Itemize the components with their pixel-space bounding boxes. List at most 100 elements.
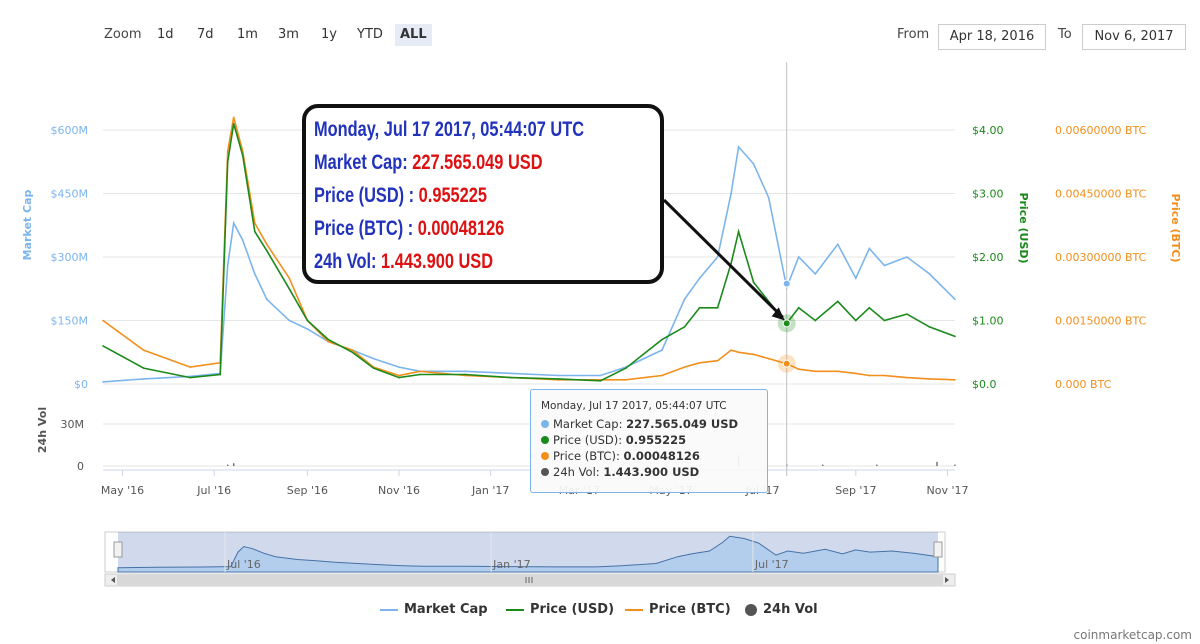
data-point-price-btc <box>327 340 330 343</box>
credit-link[interactable]: coinmarketcap.com <box>1073 628 1192 642</box>
data-point-market-cap <box>241 239 244 241</box>
circle-swatch-icon <box>745 603 757 616</box>
scrollbar-grip-icon <box>525 577 533 583</box>
data-point-market-cap <box>737 146 740 148</box>
navigator-left-handle[interactable] <box>113 541 123 558</box>
data-point-price-usd <box>737 230 740 233</box>
zoom-1m-button[interactable]: 1m <box>237 27 258 42</box>
zoom-3m-button[interactable]: 3m <box>278 27 299 42</box>
to-date-input[interactable]: Nov 6, 2017 <box>1082 24 1186 50</box>
data-point-price-usd <box>557 378 560 380</box>
volume-dot-icon <box>541 468 549 476</box>
callout-price-btc: Price (BTC) : 0.00048126 <box>314 217 504 241</box>
data-point-price-usd <box>797 307 800 309</box>
data-point-market-cap <box>510 372 513 375</box>
y-tick-label-price-usd: $1.00 <box>972 315 1004 328</box>
data-point-market-cap <box>142 378 145 380</box>
hover-marker-price-btc <box>782 359 791 368</box>
tooltip-date: Monday, Jul 17 2017, 05:44:07 UTC <box>541 400 727 412</box>
data-point-price-usd <box>102 345 104 347</box>
data-point-market-cap <box>464 370 466 373</box>
data-point-price-usd <box>928 326 931 328</box>
data-point-market-cap <box>599 374 602 377</box>
data-point-market-cap <box>716 256 719 258</box>
legend-item-price-usd[interactable]: Price (USD) <box>506 602 614 617</box>
zoom-ytd-button[interactable]: YTD <box>357 27 383 42</box>
scrollbar-thumb[interactable] <box>117 575 943 585</box>
data-point-market-cap <box>306 328 309 330</box>
callout-value: 0.955225 <box>418 184 488 207</box>
callout-value: 1.443.900 USD <box>381 250 494 273</box>
data-point-market-cap <box>883 264 886 267</box>
data-point-price-btc <box>883 374 886 377</box>
annotation-callout: Monday, Jul 17 2017, 05:44:07 UTC Market… <box>302 104 664 284</box>
data-point-market-cap <box>661 349 663 351</box>
x-tick-label: Sep '16 <box>287 484 328 497</box>
hover-marker-market-cap <box>782 279 791 288</box>
data-point-price-usd <box>836 300 839 303</box>
x-tick-label: Nov '16 <box>378 484 420 497</box>
data-point-price-usd <box>661 338 663 341</box>
callout-arrow <box>662 198 784 319</box>
navigator-right-handle[interactable] <box>933 541 943 558</box>
zoom-7d-button[interactable]: 7d <box>197 27 214 42</box>
zoom-all-button[interactable]: ALL <box>395 24 432 46</box>
data-point-market-cap <box>265 298 268 301</box>
callout-label: 24h Vol: <box>314 250 382 273</box>
data-point-market-cap <box>954 298 956 301</box>
y-axis-title-price-usd: Price (USD) <box>1017 192 1030 263</box>
y-tick-label-price-btc: 0.000 BTC <box>1055 378 1112 391</box>
y-tick-label-volume: 30M <box>61 418 85 431</box>
navigator-selection[interactable] <box>118 532 938 572</box>
legend-label: 24h Vol <box>763 602 818 617</box>
volume-bar <box>233 463 235 466</box>
data-point-price-btc <box>419 370 421 373</box>
tooltip-row-price-usd: Price (USD): 0.955225 <box>541 433 686 447</box>
data-point-price-btc <box>797 368 800 370</box>
data-point-market-cap <box>232 222 235 224</box>
zoom-1y-button[interactable]: 1y <box>321 27 337 42</box>
data-point-price-usd <box>752 281 755 284</box>
data-point-price-usd <box>219 373 222 376</box>
navigator-tick-label: Jan '17 <box>492 558 530 571</box>
y-tick-label-price-usd: $4.00 <box>972 124 1004 137</box>
data-point-price-usd <box>814 319 817 322</box>
tooltip-value: 0.955225 <box>625 433 687 447</box>
y-axis-title-market-cap: Market Cap <box>21 190 34 261</box>
tooltip-row-price-btc: Price (BTC): 0.00048126 <box>541 449 700 463</box>
data-point-market-cap <box>288 319 291 322</box>
data-point-price-usd <box>698 307 701 309</box>
data-point-price-usd <box>306 319 309 322</box>
y-tick-label-price-btc: 0.00150000 BTC <box>1055 315 1147 328</box>
legend-item-price-btc[interactable]: Price (BTC) <box>625 602 731 617</box>
arrow-head-icon <box>771 307 785 321</box>
zoom-1d-button[interactable]: 1d <box>157 27 174 42</box>
data-point-market-cap <box>102 381 104 383</box>
data-point-price-usd <box>142 367 145 369</box>
hover-tooltip: Monday, Jul 17 2017, 05:44:07 UTC Market… <box>530 389 768 493</box>
y-tick-label-market-cap: $600M <box>51 124 89 137</box>
legend-label: Price (USD) <box>530 602 615 617</box>
volume-bar <box>954 464 956 466</box>
data-point-price-btc <box>814 370 817 373</box>
data-point-price-usd <box>464 373 466 376</box>
data-point-price-btc <box>752 353 755 356</box>
scroll-right-arrow-icon[interactable] <box>945 577 949 583</box>
from-date-input[interactable]: Apr 18, 2016 <box>938 24 1046 50</box>
volume-bar <box>876 464 878 466</box>
data-point-price-usd <box>351 351 354 354</box>
data-point-market-cap <box>398 366 400 368</box>
data-point-market-cap <box>928 273 931 275</box>
data-point-price-usd <box>253 230 256 233</box>
y-tick-label-price-btc: 0.00450000 BTC <box>1055 188 1147 201</box>
data-point-market-cap <box>253 273 256 275</box>
data-point-price-usd <box>241 154 244 157</box>
scroll-left-arrow-icon[interactable] <box>111 577 115 583</box>
callout-label: Price (USD) : <box>314 184 419 207</box>
data-point-price-usd <box>419 373 421 376</box>
legend-item-market-cap[interactable]: Market Cap <box>380 602 488 617</box>
data-point-price-btc <box>836 370 839 373</box>
legend-item-volume[interactable]: 24h Vol <box>745 602 818 617</box>
